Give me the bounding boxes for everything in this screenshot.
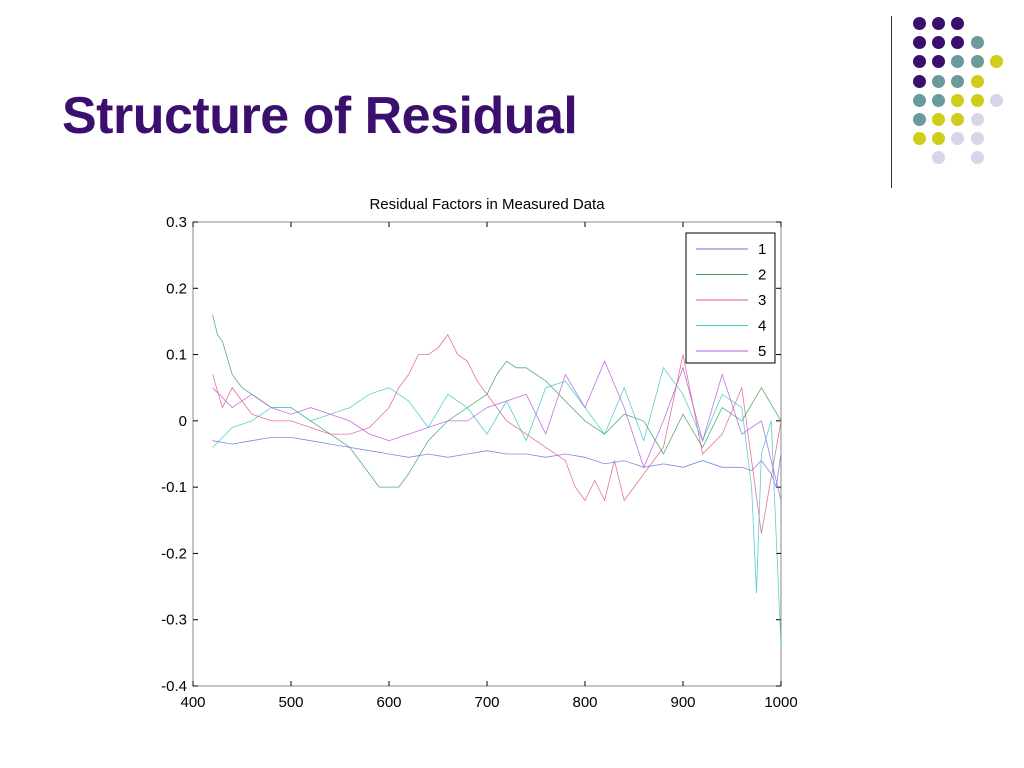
legend: 1 2 3 4 5	[685, 232, 776, 364]
legend-box	[685, 232, 776, 364]
y-tick-label: -0.1	[161, 479, 187, 496]
y-tick-label: 0	[179, 413, 187, 430]
title-divider	[891, 16, 892, 188]
legend-label-5: 5	[758, 343, 766, 360]
series-3-line	[212, 333, 782, 534]
legend-label-3: 3	[758, 292, 766, 309]
x-tick-label: 900	[670, 694, 695, 711]
series-1-line	[212, 436, 782, 488]
y-tick-label: 0.3	[166, 214, 187, 231]
x-tick-label: 800	[572, 694, 597, 711]
y-tick-label: 0.2	[166, 280, 187, 297]
x-tick-label: 1000	[764, 694, 797, 711]
x-tick-label: 600	[376, 694, 401, 711]
series-lines	[212, 314, 782, 647]
y-tick-label: -0.3	[161, 612, 187, 629]
y-tick-label: -0.2	[161, 545, 187, 562]
x-tick-label: 500	[278, 694, 303, 711]
chart-title: Residual Factors in Measured Data	[369, 196, 605, 213]
x-tick-label: 400	[180, 694, 205, 711]
legend-label-2: 2	[758, 267, 766, 284]
y-tick-label: -0.4	[161, 678, 187, 695]
x-axis: 400 500 600 700 800 900 1000	[180, 222, 798, 711]
y-tick-label: 0.1	[166, 347, 187, 364]
series-4-line	[212, 366, 782, 647]
slide-title: Structure of Residual	[62, 87, 578, 145]
x-tick-label: 700	[474, 694, 499, 711]
legend-label-1: 1	[758, 241, 766, 258]
legend-label-4: 4	[758, 318, 766, 335]
y-axis: 0.3 0.2 0.1 0 -0.1 -0.2 -0.3 -0.4	[161, 214, 781, 695]
series-5-line	[212, 360, 782, 501]
